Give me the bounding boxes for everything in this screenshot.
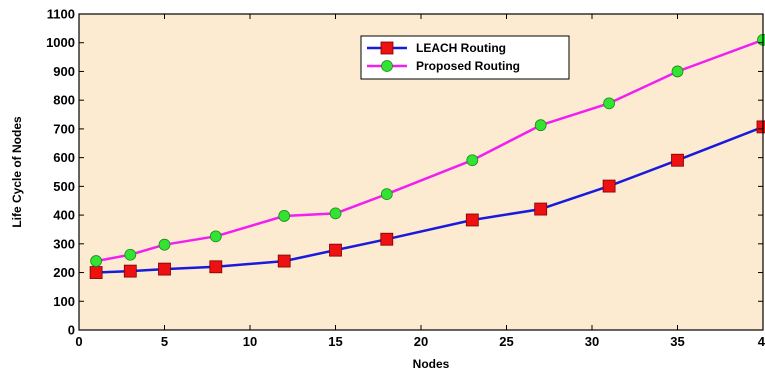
x-tick-label-2: 10: [243, 334, 257, 349]
x-tick-label-3: 15: [328, 334, 342, 349]
x-tick-label-4: 20: [414, 334, 428, 349]
data-point-1-8: [534, 119, 547, 132]
x-axis-title: Nodes: [413, 357, 450, 371]
data-point-0-8: [534, 202, 548, 216]
data-point-0-10: [671, 153, 684, 167]
legend-label-proposed: Proposed Routing: [416, 59, 520, 73]
data-point-1-2: [158, 238, 171, 251]
legend-box: [360, 35, 570, 80]
data-point-1-10: [671, 65, 684, 78]
axes-layer: 0 5 10 15 20 25 30 35 40100200300400500600700800…: [46, 7, 765, 350]
x-tick-label-5: 25: [499, 334, 513, 349]
data-point-1-5: [329, 207, 342, 220]
data-point-1-11: [757, 33, 765, 46]
data-point-0-6: [380, 232, 394, 246]
series-layer: [89, 33, 765, 279]
x-tick-label-0: 0: [75, 334, 82, 349]
y-axis-title: Life Cycle of Nodes: [10, 116, 24, 228]
y-tick-label-3: 300: [53, 236, 75, 251]
data-point-0-4: [277, 254, 291, 268]
data-point-1-4: [278, 210, 291, 222]
y-tick-label-11: 1100: [47, 7, 75, 22]
data-point-1-9: [603, 97, 615, 110]
y-tick-label-2: 200: [53, 265, 75, 280]
y-tick-label-4: 400: [53, 208, 75, 223]
x-tick-label-1: 5: [161, 334, 168, 349]
data-point-1-3: [209, 230, 222, 243]
y-tick-label-9: 900: [53, 64, 75, 79]
y-tick-label-1: 100: [53, 294, 75, 309]
data-point-0-9: [602, 179, 616, 193]
legend-marker-proposed: [381, 60, 393, 72]
legend-marker-leach: [380, 41, 394, 55]
legend: LEACH Routing Proposed Routing: [360, 35, 570, 80]
series-line-1: [95, 38, 764, 263]
data-point-1-0: [90, 255, 102, 267]
data-point-0-7: [465, 213, 479, 227]
data-point-0-2: [158, 262, 171, 276]
y-tick-label-5: 500: [53, 179, 75, 194]
data-point-1-7: [466, 154, 479, 167]
y-tick-label-6: 600: [53, 150, 75, 165]
y-tick-label-0: 0: [68, 323, 75, 338]
data-point-0-5: [329, 243, 342, 257]
data-point-1-1: [124, 248, 137, 261]
data-point-1-6: [380, 188, 393, 201]
x-tick-label-8: 4: [758, 334, 765, 349]
data-point-0-11: [756, 120, 765, 134]
legend-label-leach: LEACH Routing: [416, 41, 506, 55]
y-tick-label-7: 700: [53, 121, 75, 136]
data-point-0-0: [89, 266, 103, 279]
y-tick-label-8: 800: [53, 93, 75, 108]
x-tick-label-7: 35: [670, 334, 684, 349]
x-tick-label-6: 30: [585, 334, 599, 349]
data-point-0-3: [209, 260, 223, 274]
y-tick-label-10: 1000: [46, 35, 75, 50]
data-point-0-1: [123, 264, 137, 278]
